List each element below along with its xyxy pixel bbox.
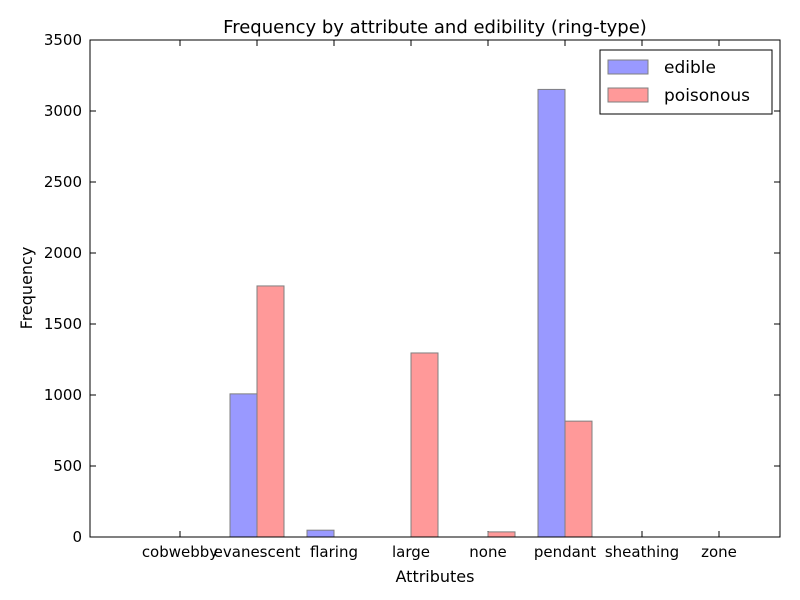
bar-edible-evanescent bbox=[229, 393, 258, 538]
bar-edible-flaring bbox=[306, 529, 335, 538]
x-axis-label: Attributes bbox=[396, 567, 475, 586]
x-tick-label: large bbox=[392, 543, 430, 561]
y-tick-label: 2500 bbox=[44, 173, 82, 191]
legend-swatch-poisonous bbox=[607, 87, 649, 103]
y-tick-label: 0 bbox=[72, 528, 82, 546]
bar-poisonous-large bbox=[410, 352, 439, 538]
bar-poisonous-none bbox=[487, 531, 516, 538]
x-tick-label: zone bbox=[701, 543, 737, 561]
y-tick-label: 500 bbox=[53, 457, 82, 475]
y-tick-label: 3500 bbox=[44, 31, 82, 49]
chart-title: Frequency by attribute and edibility (ri… bbox=[223, 17, 647, 38]
y-tick-label: 1500 bbox=[44, 315, 82, 333]
x-tick-label: evanescent bbox=[214, 543, 301, 561]
x-tick-label: sheathing bbox=[605, 543, 679, 561]
y-tick-label: 1000 bbox=[44, 386, 82, 404]
y-tick-label: 3000 bbox=[44, 102, 82, 120]
x-tick-label: flaring bbox=[310, 543, 358, 561]
legend-label-edible: edible bbox=[664, 58, 716, 78]
y-axis-ticks: 0 500 1000 1500 2000 2500 3000 3500 bbox=[44, 31, 780, 546]
x-tick-label: none bbox=[469, 543, 506, 561]
x-tick-label: cobwebby bbox=[142, 543, 218, 561]
bar-poisonous-pendant bbox=[564, 420, 593, 538]
bar-edible-pendant bbox=[537, 88, 566, 538]
bar-poisonous-evanescent bbox=[256, 285, 285, 538]
bars bbox=[229, 88, 593, 538]
legend: edible poisonous bbox=[599, 49, 773, 115]
y-axis-label: Frequency bbox=[17, 247, 36, 330]
y-tick-label: 2000 bbox=[44, 244, 82, 262]
legend-swatch-edible bbox=[607, 59, 649, 75]
x-tick-label: pendant bbox=[534, 543, 596, 561]
plot-frame bbox=[89, 39, 781, 538]
legend-label-poisonous: poisonous bbox=[664, 86, 750, 106]
